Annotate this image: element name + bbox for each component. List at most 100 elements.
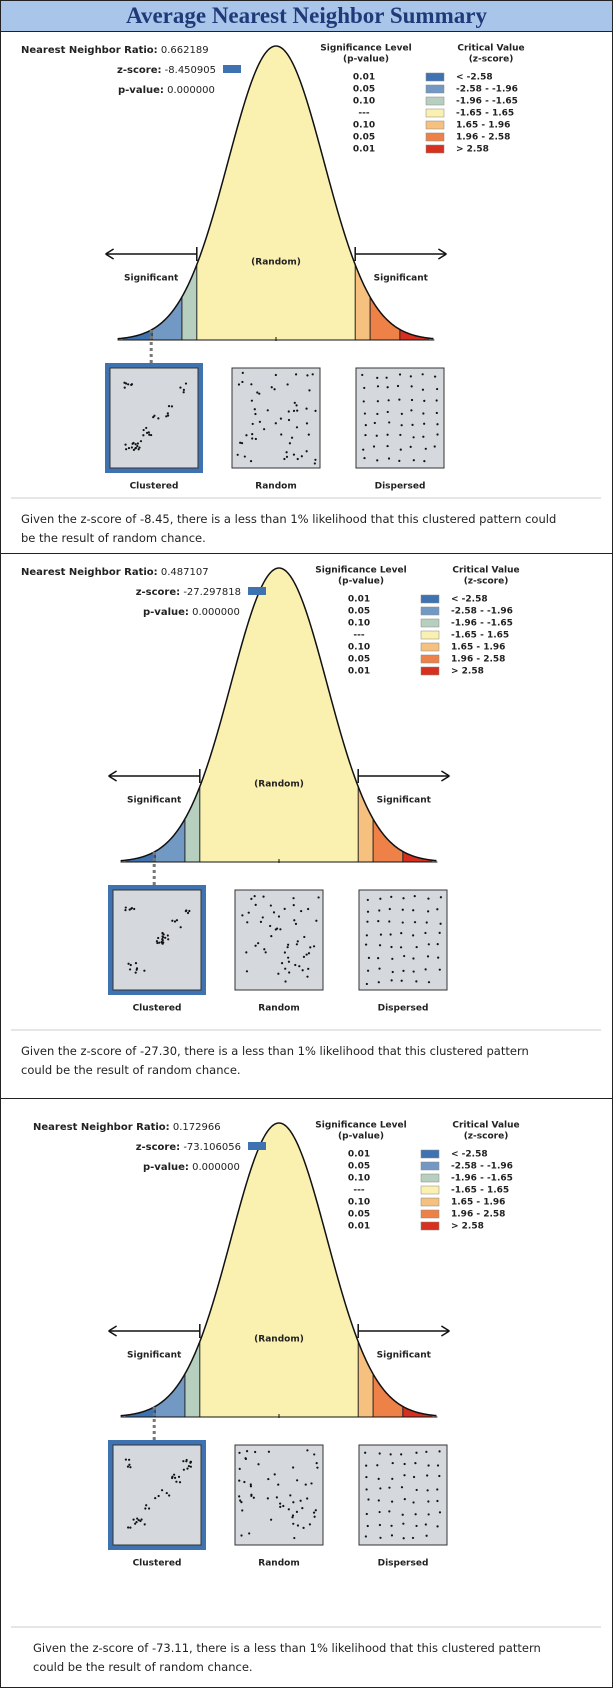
point [243, 455, 246, 458]
point [132, 1518, 135, 1521]
point [426, 955, 430, 958]
point [157, 936, 160, 940]
point [433, 375, 437, 378]
point [254, 412, 257, 416]
pattern-label: Clustered [130, 482, 179, 492]
legend-swatch [420, 618, 440, 628]
point [412, 957, 415, 960]
point [303, 935, 306, 939]
legend-p: --- [353, 1186, 364, 1196]
point [423, 422, 426, 425]
legend-range: -1.65 - 1.65 [451, 1186, 509, 1196]
arrow-head [108, 770, 117, 782]
pattern-label: Clustered [133, 1559, 182, 1569]
point [288, 971, 291, 974]
point [287, 956, 290, 959]
point [365, 1464, 368, 1467]
point [412, 909, 415, 912]
pattern-label: Dispersed [378, 1004, 429, 1014]
point [254, 944, 257, 947]
point [240, 1534, 243, 1537]
point [436, 433, 439, 436]
panel-graphic: Nearest Neighbor Ratio: 0.662189z-score:… [11, 44, 601, 499]
point [143, 969, 146, 972]
point [178, 1481, 182, 1484]
point [386, 386, 389, 389]
z-label: z-score: [136, 1142, 180, 1153]
ratio-value: 0.172966 [173, 1122, 221, 1133]
point [413, 894, 416, 898]
point [422, 435, 425, 438]
curve-region [184, 786, 200, 862]
legend-p: 0.05 [348, 1162, 370, 1172]
point [390, 895, 393, 898]
legend-range: -2.58 - -1.96 [451, 607, 513, 617]
point [179, 926, 182, 929]
point [398, 398, 401, 401]
point [292, 1501, 295, 1504]
point [162, 933, 165, 936]
point [274, 422, 277, 425]
point [306, 1449, 309, 1452]
curve-region [355, 264, 371, 340]
legend-p: 0.05 [348, 655, 370, 665]
point [238, 1467, 241, 1470]
z-marker [223, 65, 241, 73]
legend-range: 1.65 - 1.96 [451, 1198, 505, 1208]
legend-header: (p-value) [338, 577, 384, 587]
point [402, 969, 405, 972]
legend-header: Significance Level [315, 1121, 406, 1131]
legend-p: 0.05 [353, 85, 375, 95]
point [162, 936, 165, 939]
point [391, 1461, 394, 1465]
point [185, 1458, 188, 1462]
point [433, 445, 436, 448]
point [426, 1474, 429, 1477]
point [378, 1452, 381, 1455]
point [365, 1512, 368, 1516]
point [256, 391, 259, 394]
point [247, 911, 250, 914]
point [285, 455, 289, 458]
point [305, 450, 308, 453]
point [299, 1499, 302, 1502]
point [124, 906, 127, 909]
point [366, 1524, 369, 1528]
point [399, 448, 402, 451]
point [179, 386, 182, 389]
legend-p: 0.10 [348, 1198, 370, 1208]
point [366, 920, 369, 923]
point [171, 919, 174, 922]
point [147, 431, 150, 434]
arrow-head [438, 248, 447, 260]
legend-range: 1.65 - 1.96 [456, 121, 510, 131]
point [376, 412, 379, 416]
legend-range: < -2.58 [451, 595, 488, 605]
legend-swatch [425, 96, 445, 106]
point [123, 386, 126, 389]
point [438, 931, 441, 934]
legend-p: 0.05 [348, 607, 370, 617]
point [436, 1464, 440, 1467]
point [427, 897, 430, 900]
point [245, 951, 248, 954]
pattern-label: Clustered [133, 1004, 182, 1014]
point [128, 908, 131, 911]
legend-swatch [420, 594, 440, 604]
point [240, 1501, 243, 1504]
arrow-head [441, 770, 450, 782]
point [362, 448, 365, 451]
point [307, 967, 310, 970]
legend-header: Critical Value [452, 566, 519, 576]
point [283, 951, 286, 954]
ratio-line: Nearest Neighbor Ratio: 0.662189 [21, 45, 209, 56]
point [310, 1482, 313, 1485]
point [427, 1464, 430, 1467]
point [274, 373, 277, 377]
point [166, 414, 170, 417]
point [376, 459, 379, 462]
side-label: Significant [124, 274, 179, 284]
point [435, 399, 438, 402]
point [400, 932, 403, 935]
